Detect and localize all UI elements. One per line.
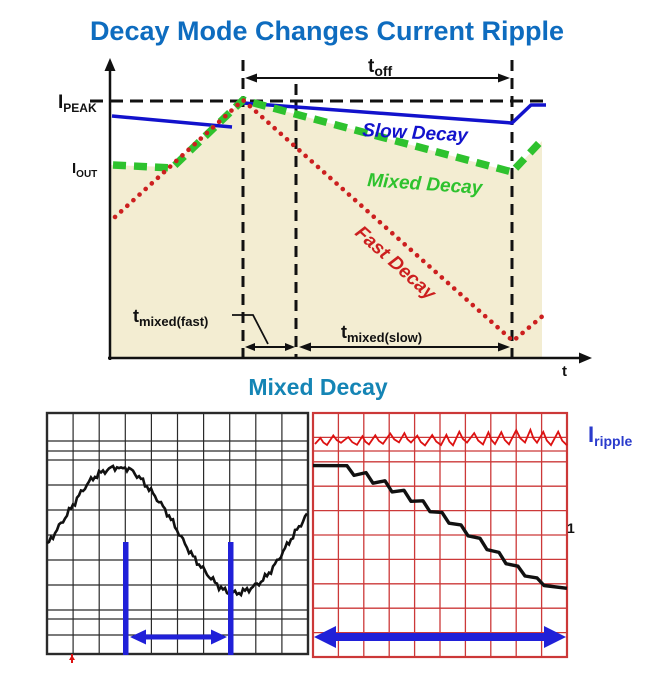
t-mixed-slow-arrow-right-head <box>498 342 510 352</box>
t-mixed-slow-arrow-left-head <box>299 342 311 352</box>
oscilloscope-captures: 1 Iripple <box>45 411 632 663</box>
slow-decay-line <box>242 101 546 125</box>
cursor-bar-1 <box>123 542 129 655</box>
right-scope-span-arrow-left-head <box>314 626 336 648</box>
t-off-arrow-right-head <box>498 73 510 83</box>
left-scope-span-arrow-left-head <box>130 629 146 645</box>
left-scope-span-arrow-right-head <box>211 629 227 645</box>
right-scope-span-arrow-right-head <box>544 626 566 648</box>
left-scope-sine-trace <box>46 464 309 598</box>
t-mixed-fast-arrow-left-head <box>245 343 255 351</box>
t-off-label: toff <box>368 56 393 79</box>
subtitle-mixed-decay: Mixed Decay <box>248 374 388 400</box>
shaded-region <box>110 100 542 358</box>
cursor-bar-2 <box>228 542 234 655</box>
fast-decay-line <box>112 96 548 345</box>
decay-waveform-diagram: tIPEAKIOUTtofftmixed(fast)tmixed(slow)Sl… <box>58 56 592 380</box>
stepped-current-trace <box>312 463 568 590</box>
i-out-label: IOUT <box>72 160 97 180</box>
t-mixed-fast-arrow-right-head <box>285 343 295 351</box>
ripple-trace <box>314 427 568 447</box>
channel-1-marker: 1 <box>567 520 575 536</box>
t-mixed-fast-leader <box>232 314 269 345</box>
trigger-mark-head <box>69 655 75 660</box>
time-axis-label: t <box>562 363 567 380</box>
i-peak-label: IPEAK <box>58 92 97 115</box>
t-mixed-fast-label: tmixed(fast) <box>133 306 208 329</box>
t-mixed-slow-label: tmixed(slow) <box>341 322 422 345</box>
page-title: Decay Mode Changes Current Ripple <box>89 16 565 46</box>
y-axis-arrowhead <box>104 58 116 71</box>
i-ripple-label: Iripple <box>588 422 632 449</box>
t-off-arrow-left-head <box>245 73 257 83</box>
x-axis-arrowhead <box>579 352 592 364</box>
